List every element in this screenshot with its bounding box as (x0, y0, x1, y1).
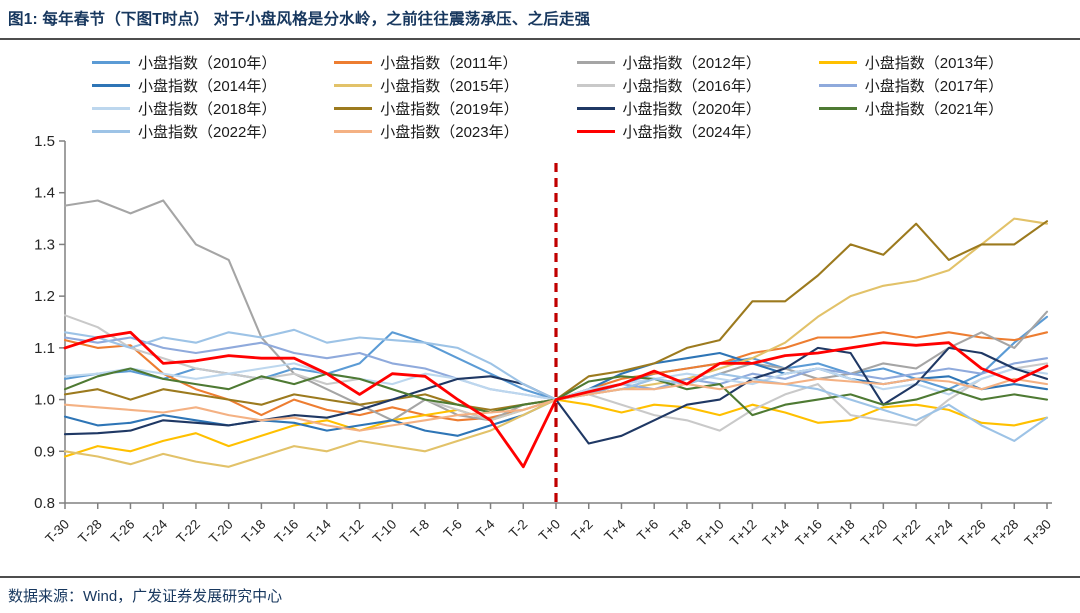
legend-label: 小盘指数（2018年） (138, 100, 277, 118)
y-tick-label: 0.8 (34, 495, 55, 512)
legend-label: 小盘指数（2016年） (622, 77, 761, 95)
x-tick-label: T-26 (108, 517, 138, 547)
legend-swatch-icon (92, 129, 130, 133)
legend-label: 小盘指数（2011年） (380, 54, 518, 72)
legend-swatch-icon (818, 106, 857, 110)
x-tick-label: T+12 (727, 517, 760, 550)
y-tick-label: 1.2 (34, 288, 55, 305)
legend-label: 小盘指数（2019年） (380, 100, 519, 118)
x-tick-label: T-16 (272, 517, 302, 547)
legend-swatch-icon (576, 83, 615, 87)
legend-item-4: 小盘指数（2014年） (92, 75, 330, 95)
x-tick-label: T-2 (506, 517, 530, 541)
x-tick-label: T+26 (956, 517, 989, 550)
legend-label: 小盘指数（2014年） (138, 77, 277, 95)
legend-item-12: 小盘指数（2022年） (92, 121, 330, 141)
legend-label: 小盘指数（2013年） (864, 54, 1004, 72)
data-source: 数据来源：Wind，广发证券发展研究中心 (8, 588, 283, 605)
x-tick-label: T-10 (370, 517, 400, 547)
series-line-14 (63, 330, 1049, 469)
title-divider (0, 38, 1080, 40)
x-tick-label: T-8 (408, 517, 432, 541)
x-tick-label: T-30 (42, 517, 72, 547)
x-tick-label: T-6 (441, 517, 465, 541)
x-tick-label: T-24 (141, 516, 171, 546)
x-tick-label: T-14 (304, 516, 334, 546)
legend-swatch-icon (92, 106, 130, 110)
legend-swatch-icon (818, 60, 857, 64)
x-tick-label: T+30 (1021, 517, 1054, 550)
legend-label: 小盘指数（2020年） (622, 100, 761, 118)
x-tick-label: T+22 (891, 517, 924, 550)
chart-area: 0.8 0.9 1.0 1.1 1.2 1.3 1.4 1.5 T-30 T-28 T-26 T-24… (0, 133, 1080, 605)
x-tick-label: T-22 (173, 517, 203, 547)
legend-label: 小盘指数（2023年） (380, 123, 519, 141)
x-tick-label: T+28 (989, 517, 1022, 550)
x-tick-label: T+20 (858, 517, 891, 550)
x-tick-label: T+10 (694, 517, 727, 550)
legend-item-11: 小盘指数（2021年） (818, 98, 1057, 118)
legend-label: 小盘指数（2022年） (138, 123, 277, 141)
legend-item-5: 小盘指数（2015年） (334, 75, 572, 95)
legend-label: 小盘指数（2012年） (622, 54, 761, 72)
x-tick-label: T+18 (825, 517, 858, 550)
legend-swatch-icon (818, 83, 857, 87)
x-tick-label: T+6 (634, 517, 661, 544)
legend-swatch-icon (576, 106, 615, 110)
legend-item-9: 小盘指数（2019年） (334, 98, 572, 118)
legend-swatch-icon (576, 60, 615, 64)
x-tick-label: T-20 (206, 517, 236, 547)
x-tick-label: T-12 (337, 517, 367, 547)
legend-swatch-icon (576, 129, 615, 133)
legend-item-8: 小盘指数（2018年） (92, 98, 330, 118)
x-tick-label: T+8 (667, 517, 694, 544)
y-tick-label: 0.9 (34, 443, 55, 460)
legend-item-6: 小盘指数（2016年） (576, 75, 815, 95)
x-tick-label: T-28 (75, 517, 105, 547)
y-tick-label: 1.0 (34, 392, 55, 409)
legend-swatch-icon (334, 60, 373, 64)
x-tick-label: T+2 (569, 517, 596, 544)
y-tick-label: 1.1 (34, 340, 55, 357)
legend-item-2: 小盘指数（2012年） (576, 52, 815, 72)
figure-title: 图1: 每年春节（下图T时点） 对于小盘风格是分水岭，之前往往震荡承压、之后走强 (8, 11, 591, 28)
legend-swatch-icon (334, 83, 373, 87)
legend-swatch-icon (92, 60, 130, 64)
legend-item-10: 小盘指数（2020年） (576, 98, 815, 118)
legend-item-7: 小盘指数（2017年） (818, 75, 1057, 95)
y-tick-label: 1.4 (34, 185, 55, 202)
y-tick-label: 1.3 (34, 236, 55, 253)
x-tick-label: T+14 (760, 516, 793, 549)
x-tick-label: T+0 (536, 517, 563, 544)
legend-label: 小盘指数（2015年） (380, 77, 519, 95)
line-chart: 0.8 0.9 1.0 1.1 1.2 1.3 1.4 1.5 T-30 T-28 T-26 T-24… (34, 133, 1054, 550)
legend-item-13: 小盘指数（2023年） (334, 121, 572, 141)
x-tick-label: T+16 (792, 517, 825, 550)
legend-item-0: 小盘指数（2010年） (92, 52, 330, 72)
legend-item-3: 小盘指数（2013年） (818, 52, 1057, 72)
y-tick-label: 1.5 (34, 135, 55, 150)
legend-label: 小盘指数（2017年） (864, 77, 1004, 95)
x-tick-label: T-4 (473, 516, 498, 541)
footer-divider (0, 576, 1080, 578)
legend-swatch-icon (92, 83, 130, 87)
legend-label: 小盘指数（2021年） (864, 100, 1004, 118)
legend-label: 小盘指数（2010年） (138, 54, 277, 72)
legend-swatch-icon (334, 106, 373, 110)
legend-label: 小盘指数（2024年） (622, 123, 761, 141)
x-tick-label: T+24 (923, 516, 956, 549)
legend-item-1: 小盘指数（2011年） (334, 52, 572, 72)
chart-legend: 小盘指数（2010年） 小盘指数（2011年） 小盘指数（2012年） 小盘指数（20… (92, 52, 1057, 141)
x-tick-label: T-18 (239, 517, 269, 547)
x-tick-label: T+4 (601, 516, 629, 544)
legend-swatch-icon (334, 129, 373, 133)
legend-item-14: 小盘指数（2024年） (576, 121, 815, 141)
